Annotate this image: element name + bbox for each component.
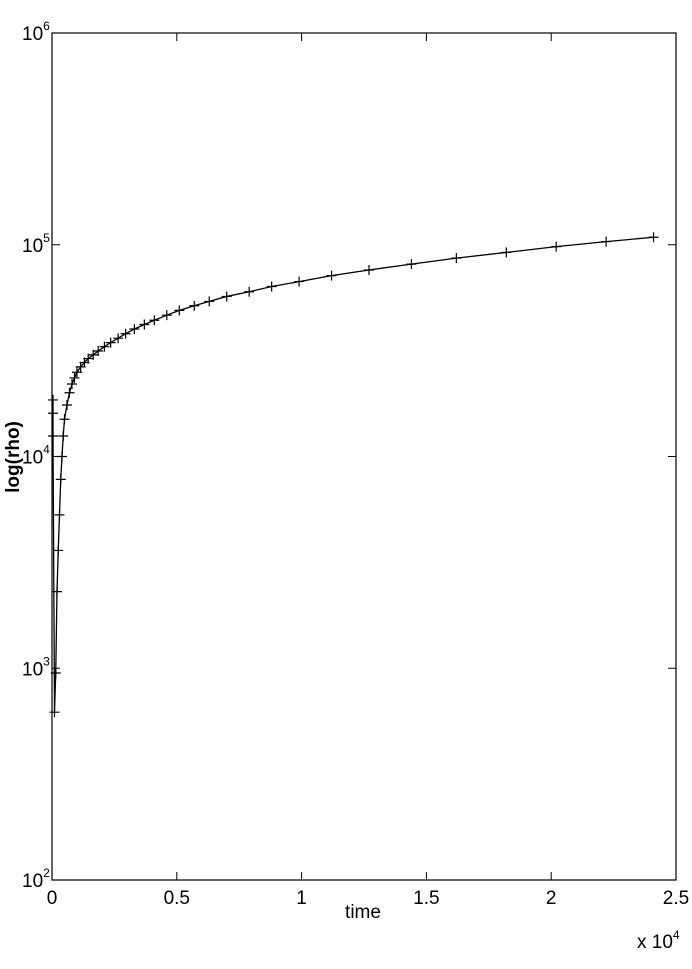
y-tick-exponent: 3 xyxy=(43,654,50,668)
y-axis-label: log(rho) xyxy=(3,421,24,493)
data-marker xyxy=(53,545,64,556)
y-tick-base: 10 xyxy=(22,24,43,45)
data-marker xyxy=(93,345,104,356)
y-tick-label: 106 xyxy=(22,19,50,45)
x-tick-label: 2.5 xyxy=(663,888,689,909)
data-marker xyxy=(129,324,140,335)
data-marker xyxy=(69,372,80,383)
data-marker xyxy=(58,430,69,441)
y-tick-label: 104 xyxy=(22,443,50,469)
x-tick-label: 2 xyxy=(546,888,557,909)
data-marker xyxy=(99,341,110,352)
y-tick-base: 10 xyxy=(22,871,43,892)
data-marker xyxy=(49,707,60,718)
data-marker xyxy=(451,253,462,264)
data-line xyxy=(52,236,654,713)
data-marker xyxy=(56,451,67,462)
y-tick-label: 105 xyxy=(22,231,50,257)
data-marker xyxy=(601,236,612,247)
data-marker xyxy=(47,408,58,419)
data-marker xyxy=(551,241,562,252)
data-marker xyxy=(71,367,82,378)
plot-frame xyxy=(51,32,677,881)
x-multiplier-exponent: 4 xyxy=(673,928,680,942)
data-marker xyxy=(174,305,185,316)
y-tick-exponent: 5 xyxy=(43,231,50,245)
data-marker xyxy=(66,378,77,389)
data-marker xyxy=(113,333,124,344)
x-multiplier-base: x 10 xyxy=(637,932,673,953)
data-marker xyxy=(54,509,65,520)
data-marker xyxy=(139,319,150,330)
data-marker xyxy=(221,291,232,302)
data-marker xyxy=(161,310,172,321)
data-marker xyxy=(50,667,61,678)
data-marker xyxy=(363,264,374,275)
data-marker xyxy=(149,315,160,326)
data-marker xyxy=(326,270,337,281)
y-tick-exponent: 6 xyxy=(43,19,50,33)
x-axis-label: time xyxy=(345,902,381,923)
data-marker xyxy=(61,400,72,411)
data-marker xyxy=(105,337,116,348)
y-tick-base: 10 xyxy=(22,448,43,469)
x-tick-label: 0 xyxy=(47,888,58,909)
data-marker xyxy=(47,430,58,441)
y-tick-base: 10 xyxy=(22,236,43,257)
y-tick-base: 10 xyxy=(22,659,43,680)
data-marker xyxy=(59,414,70,425)
data-marker xyxy=(244,286,255,297)
y-tick-exponent: 4 xyxy=(43,443,50,457)
data-marker xyxy=(120,328,131,339)
data-marker xyxy=(189,300,200,311)
y-tick-exponent: 2 xyxy=(43,866,50,880)
data-marker xyxy=(648,232,659,243)
x-tick-label: 0.5 xyxy=(164,888,190,909)
data-marker xyxy=(501,247,512,258)
data-marker xyxy=(47,394,58,405)
data-marker xyxy=(266,281,277,292)
data-marker xyxy=(55,474,66,485)
x-tick-label: 1.5 xyxy=(413,888,439,909)
data-marker xyxy=(51,586,62,597)
data-marker xyxy=(406,259,417,270)
y-tick-label: 102 xyxy=(22,866,50,892)
x-multiplier: x 104 xyxy=(637,928,680,953)
data-marker xyxy=(294,276,305,287)
y-tick-label: 103 xyxy=(22,654,50,680)
x-tick-label: 1 xyxy=(296,888,307,909)
data-marker xyxy=(64,387,75,398)
data-marker xyxy=(204,296,215,307)
